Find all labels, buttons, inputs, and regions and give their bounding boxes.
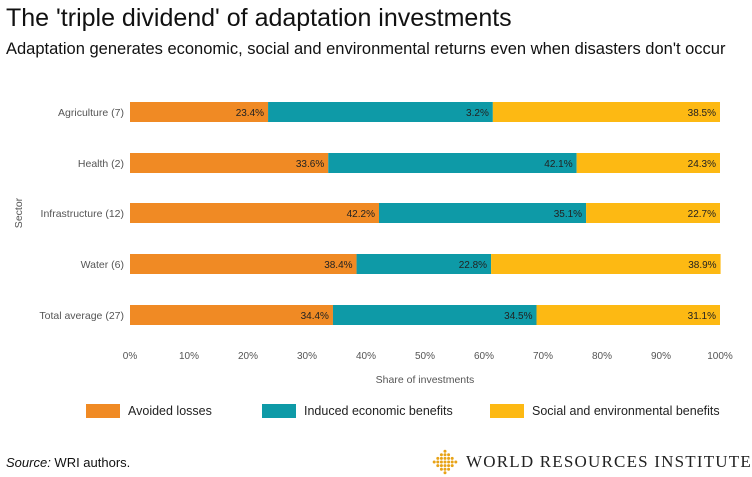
x-tick-label: 70% [533, 351, 553, 362]
legend-label: Induced economic benefits [304, 404, 453, 418]
logo-dot [450, 456, 454, 460]
wri-emblem-icon [432, 449, 458, 475]
data-label: 35.1% [554, 209, 582, 220]
logo-dot [439, 453, 443, 457]
chart-subtitle: Adaptation generates economic, social an… [6, 40, 726, 58]
source-text: WRI authors. [50, 455, 131, 470]
bar-segment [130, 102, 269, 122]
data-label: 31.1% [688, 311, 716, 322]
logo-dot [447, 467, 451, 471]
x-tick-label: 50% [415, 351, 435, 362]
data-label: 23.4% [236, 108, 264, 119]
bar-segment [536, 305, 720, 325]
logo-dot [443, 471, 447, 475]
logo-dot [443, 467, 447, 471]
logo-dot [443, 460, 447, 464]
bar-segment [332, 305, 537, 325]
x-tick-label: 100% [707, 351, 733, 362]
x-axis-title: Share of investments [376, 374, 475, 386]
logo-dot [443, 453, 447, 457]
logo-dot [439, 464, 443, 468]
legend-label: Social and environmental benefits [532, 404, 720, 418]
bar-segment [491, 254, 721, 274]
logo-dot [447, 456, 451, 460]
logo-dot [439, 456, 443, 460]
source-label: Source: [6, 455, 51, 470]
x-tick-label: 0% [123, 351, 138, 362]
data-label: 3.2% [466, 108, 489, 119]
bar-segment [130, 254, 357, 274]
data-label: 22.7% [688, 209, 716, 220]
legend-item: Induced economic benefits [262, 404, 453, 418]
data-label: 38.5% [688, 108, 716, 119]
legend-swatch [262, 404, 296, 418]
bar-segment [492, 102, 720, 122]
bar-segment [576, 153, 720, 173]
logo-dot [447, 460, 451, 464]
bar-segment [130, 203, 379, 223]
category-label: Infrastructure (12) [41, 208, 124, 220]
bar-segment [328, 153, 577, 173]
logo-dot [436, 460, 440, 464]
logo-dot [443, 449, 447, 453]
logo-dot [447, 453, 451, 457]
y-axis-title: Sector [13, 197, 25, 228]
x-tick-label: 20% [238, 351, 258, 362]
logo-dot [450, 460, 454, 464]
legend-swatch [86, 404, 120, 418]
logo-dot [443, 456, 447, 460]
category-label: Health (2) [78, 158, 124, 170]
source-note: Source: WRI authors. [6, 455, 130, 470]
bar-segment [586, 203, 720, 223]
bar-segment [356, 254, 492, 274]
bar-segment [130, 153, 329, 173]
wri-logo: WORLD RESOURCES INSTITUTE [430, 447, 752, 477]
legend: Avoided losses Induced economic benefits S… [0, 398, 752, 428]
x-tick-label: 80% [592, 351, 612, 362]
logo-dot [454, 460, 458, 464]
logo-dot [436, 464, 440, 468]
stacked-bar-chart: Agriculture (7) 23.4% 3.2% 38.5% Health (2) 3… [13, 102, 733, 386]
x-tick-label: 40% [356, 351, 376, 362]
chart-title: The 'triple dividend' of adaptation inve… [6, 4, 512, 32]
data-label: 42.2% [347, 209, 375, 220]
category-label: Agriculture (7) [58, 107, 124, 119]
x-tick-label: 60% [474, 351, 494, 362]
data-label: 34.5% [504, 311, 532, 322]
logo-dot [450, 464, 454, 468]
logo-dot [436, 456, 440, 460]
bar-segment [268, 102, 493, 122]
x-tick-label: 90% [651, 351, 671, 362]
logo-dot [443, 464, 447, 468]
legend-label: Avoided losses [128, 404, 212, 418]
data-label: 34.4% [301, 311, 329, 322]
data-label: 38.4% [324, 260, 352, 271]
legend-swatch [490, 404, 524, 418]
category-label: Total average (27) [39, 310, 124, 322]
data-label: 24.3% [688, 159, 716, 170]
bar-segment [378, 203, 587, 223]
data-label: 33.6% [296, 159, 324, 170]
logo-text: WORLD RESOURCES INSTITUTE [466, 452, 752, 471]
data-label: 22.8% [459, 260, 487, 271]
logo-dot [439, 467, 443, 471]
category-label: Water (6) [81, 259, 124, 271]
logo-dot [432, 460, 436, 464]
logo-dot [447, 464, 451, 468]
data-label: 42.1% [544, 159, 572, 170]
logo-dot [439, 460, 443, 464]
x-tick-label: 30% [297, 351, 317, 362]
bar-segment [130, 305, 333, 325]
legend-item: Social and environmental benefits [490, 404, 720, 418]
x-tick-label: 10% [179, 351, 199, 362]
data-label: 38.9% [688, 260, 716, 271]
legend-item: Avoided losses [86, 404, 212, 418]
